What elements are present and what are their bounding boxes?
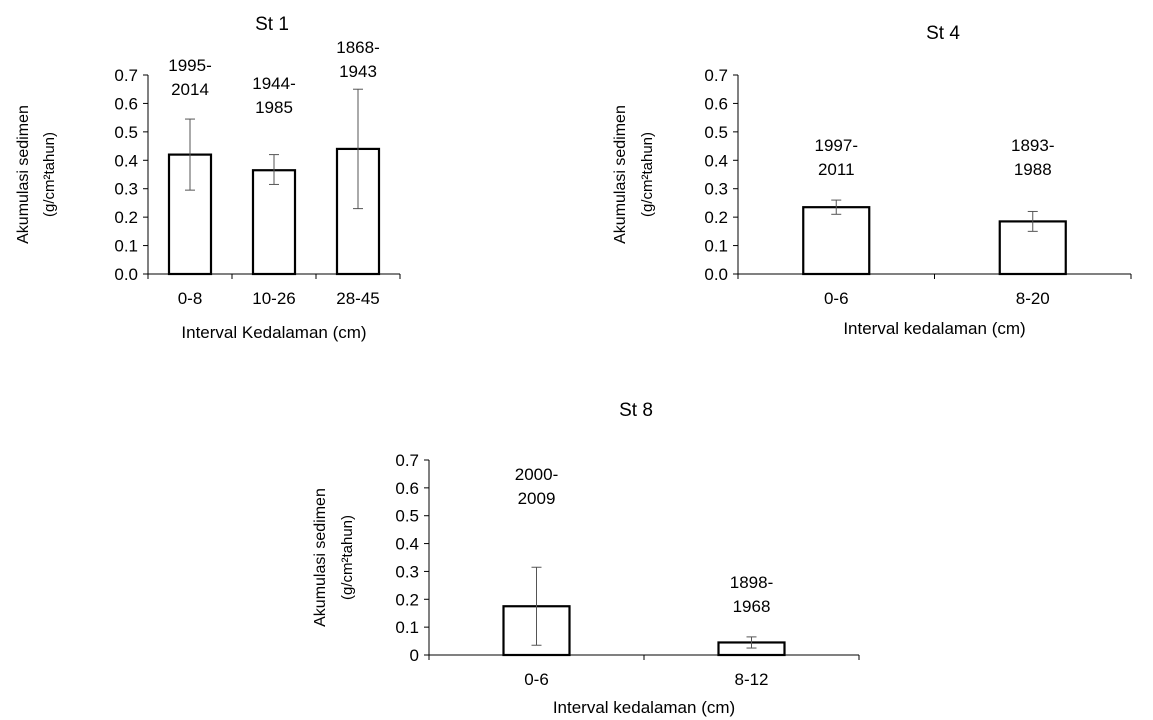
y-tick-label: 0.7 <box>704 66 728 85</box>
chart-title: St 4 <box>926 23 960 44</box>
y-tick-label: 0.6 <box>114 94 138 113</box>
annotation-period-start: 1997- <box>815 136 858 155</box>
annotation-period-start: 1868- <box>336 38 379 57</box>
y-tick-label: 0.3 <box>704 180 728 199</box>
annotation-period-end: 2014 <box>171 80 209 99</box>
chart-title: St 1 <box>255 14 289 35</box>
y-tick-label: 0.5 <box>114 123 138 142</box>
y-tick-label: 0.2 <box>704 208 728 227</box>
x-axis-label: Interval kedalaman (cm) <box>553 698 735 717</box>
annotation-period-start: 1893- <box>1011 136 1054 155</box>
y-tick-label: 0.6 <box>395 479 419 498</box>
y-tick-label: 0.5 <box>395 507 419 526</box>
y-tick-label: 0.0 <box>114 265 138 284</box>
annotation-period-end: 1968 <box>733 597 771 616</box>
y-tick-label: 0.2 <box>114 208 138 227</box>
y-tick-label: 0.1 <box>704 237 728 256</box>
y-axis-label-unit: (g/cm²tahun) <box>339 515 356 600</box>
x-tick-label: 8-12 <box>734 670 768 689</box>
y-tick-label: 0.7 <box>114 66 138 85</box>
annotation-period-end: 1988 <box>1014 160 1052 179</box>
x-tick-label: 0-8 <box>178 289 203 308</box>
bar-0-6 <box>802 206 871 276</box>
x-axis-label: Interval Kedalaman (cm) <box>181 323 366 342</box>
annotation-period-end: 1985 <box>255 98 293 117</box>
annotation-period-end: 2009 <box>518 489 556 508</box>
annotation-period-end: 2011 <box>818 160 855 179</box>
bar-0-8 <box>167 153 213 276</box>
x-tick-label: 10-26 <box>252 289 295 308</box>
annotation-period-start: 2000- <box>515 465 558 484</box>
y-axis-label-unit: (g/cm²tahun) <box>41 132 58 217</box>
y-tick-label: 0.3 <box>114 180 138 199</box>
y-tick-label: 0.3 <box>395 562 419 581</box>
chart-panel-2: St 4 0.0 0.1 0.2 0.3 0.4 0.5 0.6 0.7 0-6 1997- 2011… <box>612 23 1132 338</box>
y-tick-label: 0.4 <box>114 151 138 170</box>
y-tick-label: 0.0 <box>704 265 728 284</box>
annotation-period-start: 1898- <box>730 573 773 592</box>
y-tick-label: 0.1 <box>114 237 138 256</box>
annotation-period-start: 1995- <box>168 56 211 75</box>
y-tick-label: 0.2 <box>395 590 419 609</box>
x-tick-label: 0-6 <box>824 289 849 308</box>
x-tick-label: 8-20 <box>1016 289 1050 308</box>
y-tick-label: 0.4 <box>395 535 419 554</box>
y-axis-label-unit: (g/cm²tahun) <box>639 132 656 217</box>
y-tick-label: 0.7 <box>395 451 419 470</box>
chart-panel-1: St 1 0.0 0.1 0.2 0.3 0.4 0.5 0.6 0.7 0-8 1995- 2014… <box>15 14 401 342</box>
y-axis-label: Akumulasi sedimen <box>312 488 329 627</box>
y-tick-label: 0.6 <box>704 94 728 113</box>
y-axis-label: Akumulasi sedimen <box>15 105 32 244</box>
bar-10-26 <box>251 169 297 276</box>
y-axis-label: Akumulasi sedimen <box>612 105 629 244</box>
y-tick-label: 0.4 <box>704 151 728 170</box>
annotation-period-start: 1944- <box>252 74 295 93</box>
x-tick-label: 28-45 <box>336 289 379 308</box>
annotation-period-end: 1943 <box>339 62 377 81</box>
y-tick-label: 0.5 <box>704 123 728 142</box>
chart-panel-3: St 8 0 0.1 0.2 0.3 0.4 0.5 0.6 0.7 0-6 2000- 2009 8-… <box>312 400 860 717</box>
x-axis-label: Interval kedalaman (cm) <box>843 319 1025 338</box>
x-tick-label: 0-6 <box>524 670 549 689</box>
chart-title: St 8 <box>619 400 653 421</box>
y-tick-label: 0 <box>410 646 419 665</box>
y-tick-label: 0.1 <box>395 618 419 637</box>
